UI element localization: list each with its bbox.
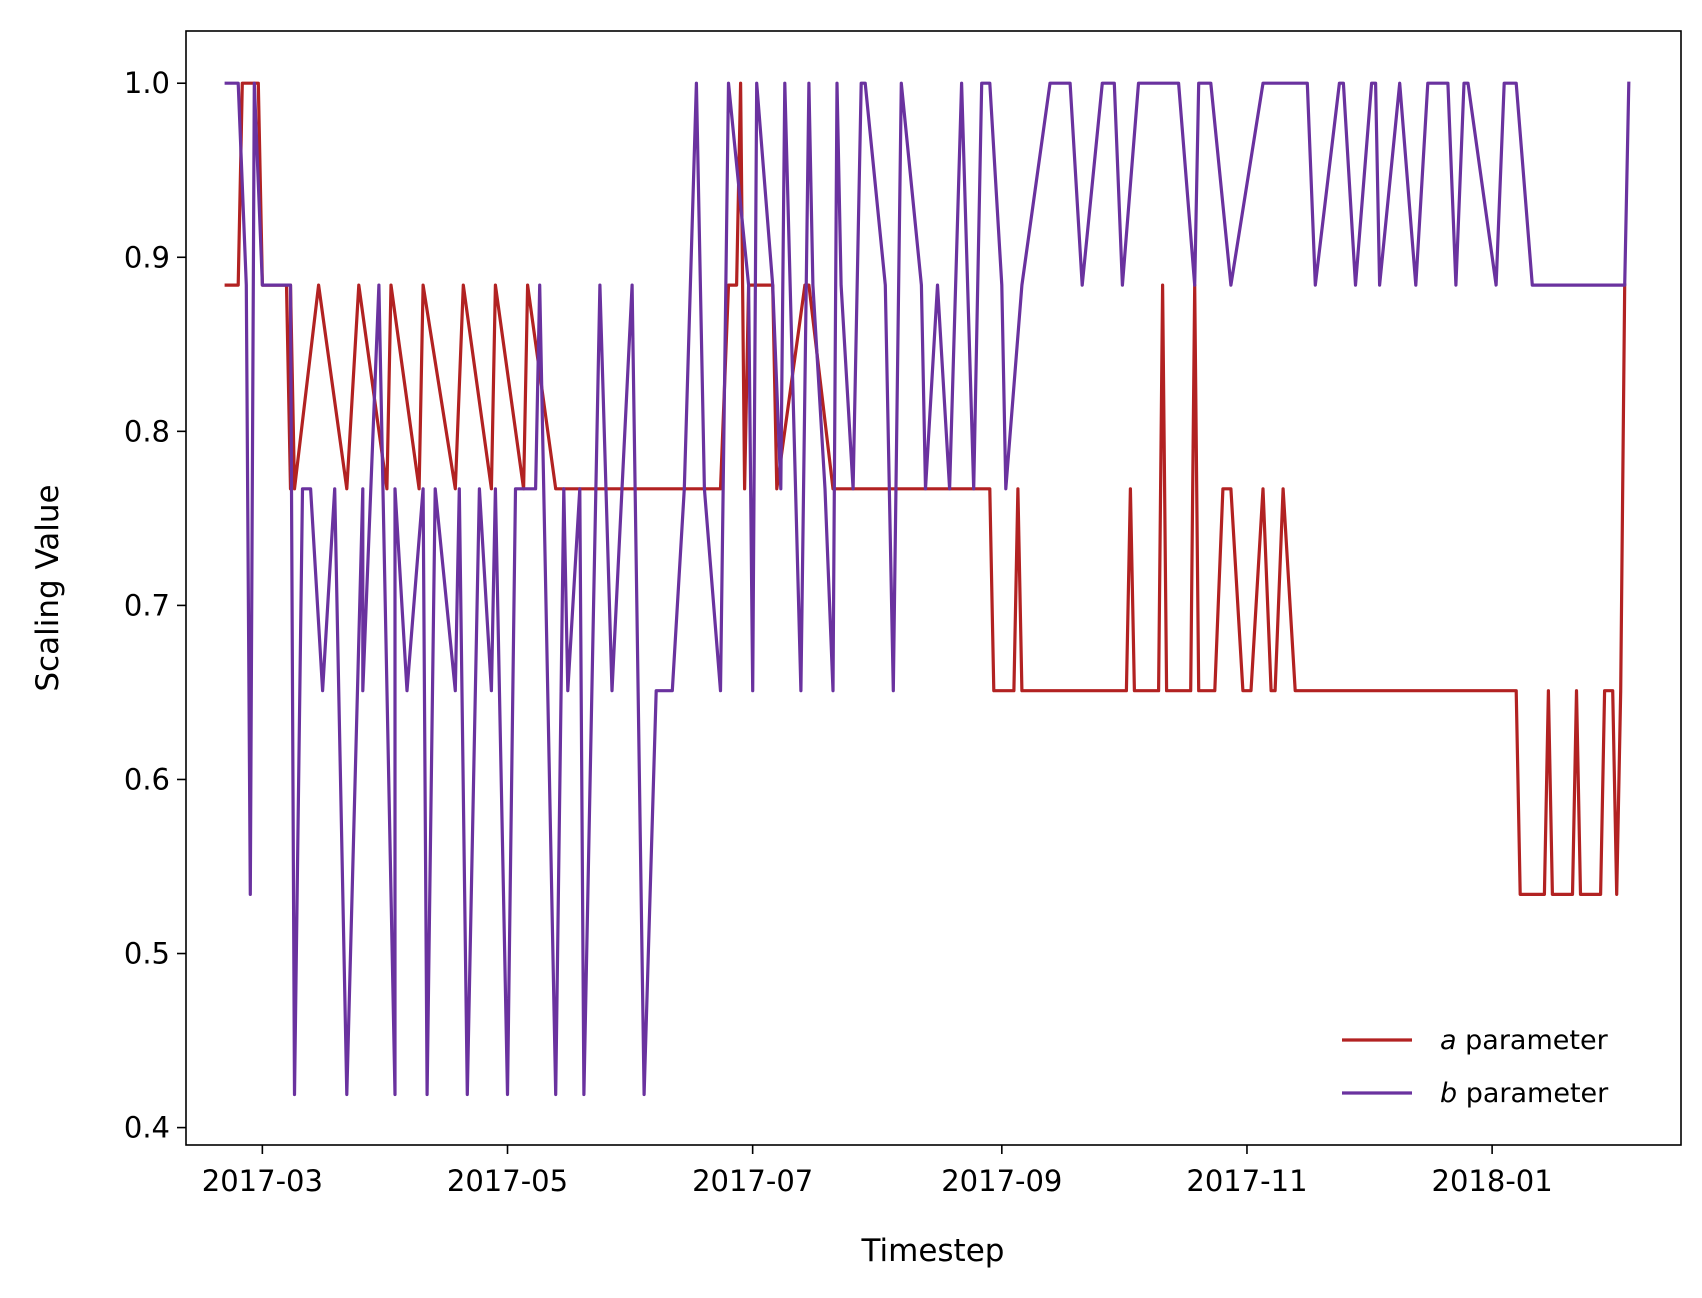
series-layer — [224, 81, 1631, 1097]
plot-frame — [185, 30, 1682, 1146]
series-line-a-parameter — [224, 81, 1627, 897]
x-axis: 2017-03 2017-05 2017-07 2017-09 2017-11 2018-… — [202, 1145, 1553, 1198]
legend-label-a: a parameter — [1440, 1025, 1609, 1056]
y-axis: 0.4 0.5 0.6 0.7 0.8 0.9 1.0 — [124, 66, 186, 1145]
y-axis-title: Scaling Value — [30, 484, 66, 691]
legend-label-b: b parameter — [1440, 1078, 1609, 1109]
x-tick-label: 2017-07 — [692, 1164, 813, 1198]
x-tick-label: 2017-03 — [202, 1164, 323, 1198]
legend: a parameter b parameter — [1342, 1025, 1609, 1109]
y-tick-label: 0.4 — [124, 1111, 170, 1145]
x-tick-label: 2017-05 — [447, 1164, 568, 1198]
y-tick-label: 0.6 — [124, 762, 170, 796]
x-tick-label: 2018-01 — [1432, 1164, 1553, 1198]
y-tick-label: 0.8 — [124, 414, 170, 448]
x-tick-label: 2017-11 — [1186, 1164, 1307, 1198]
series-line-b-parameter — [224, 81, 1631, 1097]
y-tick-label: 0.9 — [124, 240, 170, 274]
x-tick-label: 2017-09 — [941, 1164, 1062, 1198]
y-tick-label: 0.7 — [124, 588, 170, 622]
y-tick-label: 1.0 — [124, 66, 170, 100]
x-axis-title: Timestep — [861, 1233, 1005, 1269]
y-tick-label: 0.5 — [124, 937, 170, 971]
